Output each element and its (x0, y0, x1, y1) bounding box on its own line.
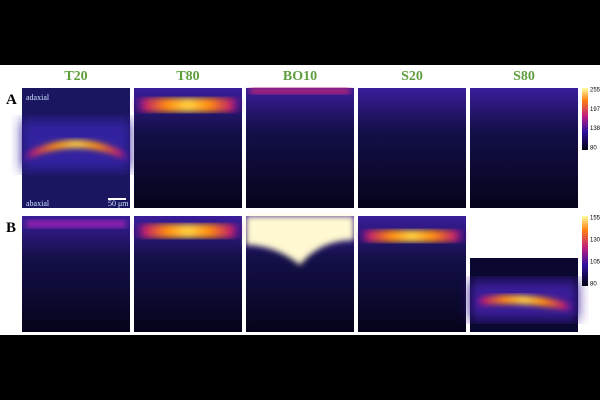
column-label: T20 (64, 69, 87, 84)
row-b-panels (22, 216, 578, 332)
column-label: BO10 (283, 69, 317, 84)
row-label: B (6, 220, 16, 236)
colorbar-tick-label: 197 (590, 107, 600, 113)
colorbar-tick-label: 138 (590, 126, 600, 132)
column-label: S80 (513, 69, 535, 84)
annotation: adaxial (26, 93, 50, 102)
annotation: abaxial (26, 199, 50, 208)
scale-bar-label: 50 μm (108, 199, 129, 208)
column-label: T80 (176, 69, 199, 84)
colorbar-tick-label: 80 (590, 146, 597, 152)
row-a-panels (22, 88, 578, 208)
colorbar-tick-label: 155 (590, 216, 600, 222)
colorbar-tick-label: 105 (590, 260, 600, 266)
colorbar-tick-label: 130 (590, 238, 600, 244)
column-label: S20 (401, 69, 423, 84)
row-label: A (6, 92, 17, 108)
colorbar (582, 88, 588, 150)
colorbar-tick-label: 80 (590, 282, 597, 288)
colorbar (582, 216, 588, 286)
colorbar-tick-label: 255 (590, 88, 600, 94)
